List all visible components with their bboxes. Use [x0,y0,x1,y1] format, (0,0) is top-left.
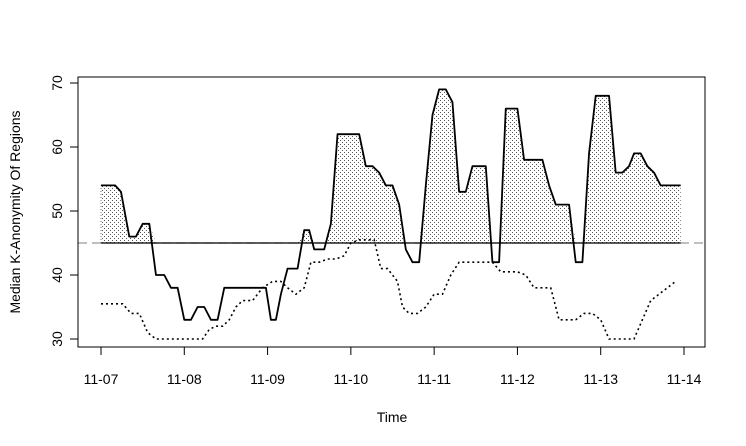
y-tick-label-4: 70 [49,75,65,91]
y-tick-label-0: 30 [49,331,65,347]
series-line-dotted [101,239,677,340]
y-tick-label-2: 50 [49,203,65,219]
x-tick-label-4: 11-11 [417,371,451,387]
x-axis-title: Time [377,409,408,425]
x-tick-label-5: 11-12 [500,371,535,387]
x-tick-label-6: 11-13 [583,371,618,387]
shaded-area [101,89,681,244]
series-line-solid [101,88,681,321]
x-tick-label-7: 11-14 [667,371,702,387]
x-tick-label-1: 11-08 [167,371,202,387]
y-axis-title: Median K-Anonymity Of Regions [7,110,23,313]
y-tick-label-3: 60 [49,139,65,155]
x-tick-label-0: 11-07 [84,371,119,387]
y-tick-label-1: 40 [49,267,65,283]
x-tick-label-2: 11-09 [250,371,285,387]
x-tick-label-3: 11-10 [333,371,368,387]
